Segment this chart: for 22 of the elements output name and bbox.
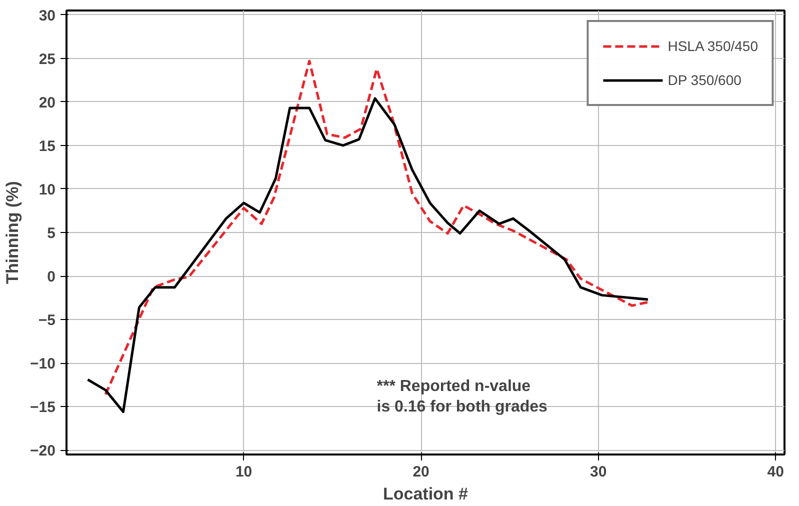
y-tick-label: 20 bbox=[38, 94, 56, 112]
y-tick-label: −20 bbox=[30, 442, 56, 460]
y-axis-title: Thinning (%) bbox=[3, 181, 22, 284]
y-tick-label: 15 bbox=[38, 138, 56, 155]
annotation: *** Reported n-value is 0.16 for both grades bbox=[376, 378, 548, 416]
legend-label: DP 350/600 bbox=[668, 72, 742, 88]
y-tick-label: 5 bbox=[47, 225, 56, 242]
line-series bbox=[104, 60, 650, 396]
y-tick-label: 30 bbox=[38, 7, 56, 24]
legend-label: HSLA 350/450 bbox=[668, 38, 758, 54]
y-tick-label: −15 bbox=[30, 399, 56, 416]
y-tick-label: 10 bbox=[38, 181, 56, 198]
y-tick-label: 25 bbox=[38, 50, 56, 68]
x-tick-label: 30 bbox=[590, 464, 607, 480]
y-tick-label: −5 bbox=[38, 312, 56, 330]
y-tick-label: 0 bbox=[47, 268, 56, 286]
y-tick-label: −10 bbox=[30, 356, 56, 373]
x-tick-label: 40 bbox=[767, 464, 784, 480]
x-axis-title: Location # bbox=[382, 484, 469, 504]
x-tick-label: 20 bbox=[412, 464, 430, 480]
line-series bbox=[86, 97, 650, 414]
x-tick-label: 10 bbox=[235, 464, 252, 480]
